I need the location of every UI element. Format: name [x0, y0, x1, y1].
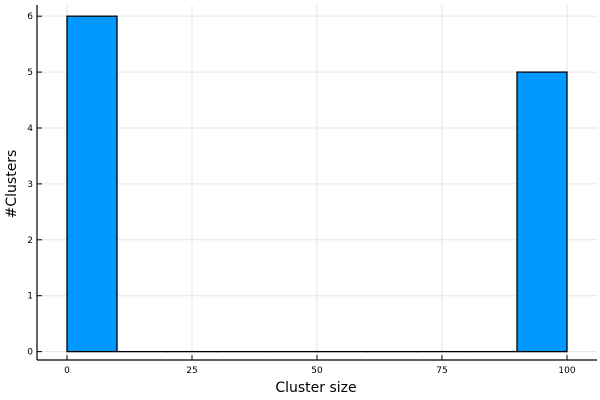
x-tick-label-2: 50 — [311, 366, 323, 376]
x-tick-label-1: 25 — [186, 366, 197, 376]
tick-layer: 0 25 50 75 100 0 1 2 3 4 5 6 — [27, 12, 576, 376]
y-tick-label-5: 5 — [27, 68, 33, 78]
y-tick-label-4: 4 — [27, 124, 33, 134]
x-tick-label-4: 100 — [558, 366, 575, 376]
histogram-bar-9 — [516, 71, 568, 353]
y-tick-label-6: 6 — [27, 12, 33, 22]
histogram-bar-0 — [66, 15, 118, 353]
y-tick-label-1: 1 — [27, 292, 33, 302]
y-tick-label-0: 0 — [27, 348, 33, 358]
x-tick-label-3: 75 — [436, 366, 447, 376]
y-tick-label-2: 2 — [27, 236, 33, 246]
y-tick-label-3: 3 — [27, 180, 33, 190]
bar-layer — [66, 15, 568, 353]
x-axis-label: Cluster size — [275, 380, 356, 396]
grid-layer — [37, 5, 597, 360]
y-axis-label: #Clusters — [4, 150, 20, 219]
x-tick-label-0: 0 — [64, 366, 70, 376]
